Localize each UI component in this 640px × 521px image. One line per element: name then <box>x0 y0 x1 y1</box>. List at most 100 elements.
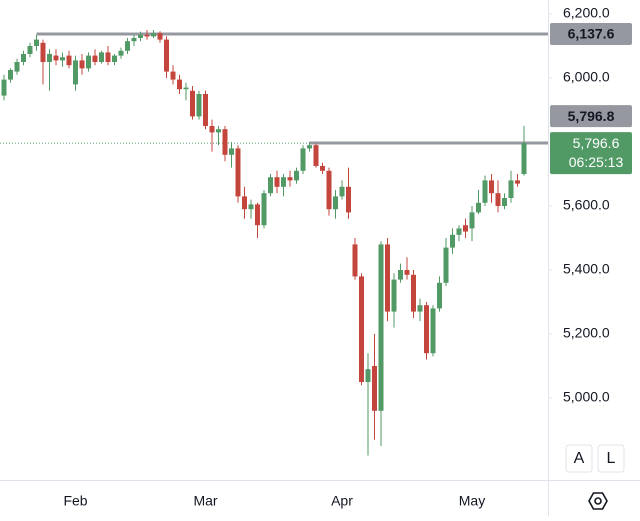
candle-body <box>79 60 85 69</box>
candle-body <box>8 70 13 80</box>
candle-body <box>398 270 403 280</box>
candle-body <box>378 244 384 411</box>
scale-button[interactable]: L <box>597 444 625 473</box>
candle-body <box>242 196 247 210</box>
candle-body <box>21 54 26 62</box>
candle-body <box>138 34 143 38</box>
candle-body <box>515 180 520 184</box>
price-line-label-box <box>550 105 632 128</box>
candle-body <box>469 212 475 229</box>
candle-body <box>463 225 468 232</box>
candle-body <box>248 204 254 210</box>
candle-body <box>482 180 488 203</box>
y-tick-label: 6,000.0 <box>563 69 610 85</box>
candle-body <box>359 276 364 382</box>
candle-body <box>268 177 273 194</box>
candle-body <box>14 62 20 72</box>
settings-icon[interactable] <box>588 492 608 510</box>
candle-body <box>222 129 228 155</box>
candle-body <box>437 282 442 309</box>
candle-body <box>508 180 514 198</box>
price-line-label: 6,137.6 <box>568 26 615 42</box>
candle-body <box>73 60 78 85</box>
x-tick-label: Apr <box>331 493 353 509</box>
candle-body <box>443 247 449 283</box>
candle-body <box>495 193 501 206</box>
candle-body <box>320 166 325 171</box>
candle-body <box>144 34 150 37</box>
candle-body <box>521 143 527 174</box>
candle-body <box>411 274 416 312</box>
candle-body <box>53 55 59 61</box>
candle-body <box>339 186 345 197</box>
candle-body <box>131 38 137 42</box>
last-price-label: 5,796.6 <box>573 135 620 151</box>
candle-body <box>294 170 299 181</box>
candle-body <box>157 33 163 40</box>
candle-body <box>346 186 351 213</box>
candle-body <box>450 234 455 248</box>
candle-body <box>1 79 7 96</box>
candle-body <box>170 71 176 80</box>
price-line-label-box <box>550 22 632 45</box>
candle-body <box>92 55 98 62</box>
price-line-label: 5,796.8 <box>568 108 615 124</box>
candle-body <box>307 145 312 149</box>
candle-body <box>34 39 39 46</box>
candle-body <box>112 55 117 62</box>
candle-body <box>196 94 202 117</box>
candle-body <box>456 228 462 235</box>
candle-body <box>47 54 52 62</box>
candle-body <box>417 305 423 312</box>
y-tick-label: 5,200.0 <box>563 325 610 341</box>
button-box <box>565 444 593 473</box>
candle-body <box>216 129 221 133</box>
hexagon-center <box>594 497 602 505</box>
candle-body <box>261 193 267 226</box>
candle-body <box>287 177 293 181</box>
candle-body <box>209 126 215 133</box>
candle-body <box>372 366 377 411</box>
countdown: 06:25:13 <box>569 154 624 170</box>
candle-body <box>125 41 130 51</box>
candle-body <box>313 145 319 166</box>
candle-body <box>333 196 338 210</box>
scale-button[interactable]: A <box>565 444 593 473</box>
y-tick-label: 5,600.0 <box>563 197 610 213</box>
x-tick-label: Mar <box>193 493 217 509</box>
y-tick-label: 6,200.0 <box>563 5 610 21</box>
candle-body <box>105 52 111 62</box>
candle-body <box>255 204 260 226</box>
hexagon <box>588 492 608 510</box>
candle-body <box>502 198 507 206</box>
candle-body <box>281 177 286 187</box>
candle-body <box>164 39 169 72</box>
candle-body <box>60 57 65 61</box>
button-label[interactable]: L <box>607 450 616 467</box>
candle-body <box>391 279 397 312</box>
candle-body <box>424 305 429 354</box>
candle-body <box>365 369 371 382</box>
candle-body <box>151 33 156 37</box>
candle-body <box>118 50 124 56</box>
candle-body <box>352 244 358 277</box>
candle-body <box>99 52 104 62</box>
candle-body <box>489 180 494 194</box>
candle-body <box>86 55 91 69</box>
candle-body <box>326 170 332 210</box>
candle-body <box>27 46 33 54</box>
candle-body <box>66 55 72 66</box>
candle-body <box>190 90 195 117</box>
y-tick-label: 5,000.0 <box>563 389 610 405</box>
y-tick-label: 5,400.0 <box>563 261 610 277</box>
button-box <box>597 444 625 473</box>
candle-body <box>40 42 46 62</box>
candle-body <box>300 148 306 171</box>
candle-body <box>430 308 436 354</box>
candle-body <box>203 94 208 126</box>
candle-body <box>229 148 234 155</box>
last-price-box <box>550 132 632 175</box>
button-label[interactable]: A <box>574 450 585 467</box>
